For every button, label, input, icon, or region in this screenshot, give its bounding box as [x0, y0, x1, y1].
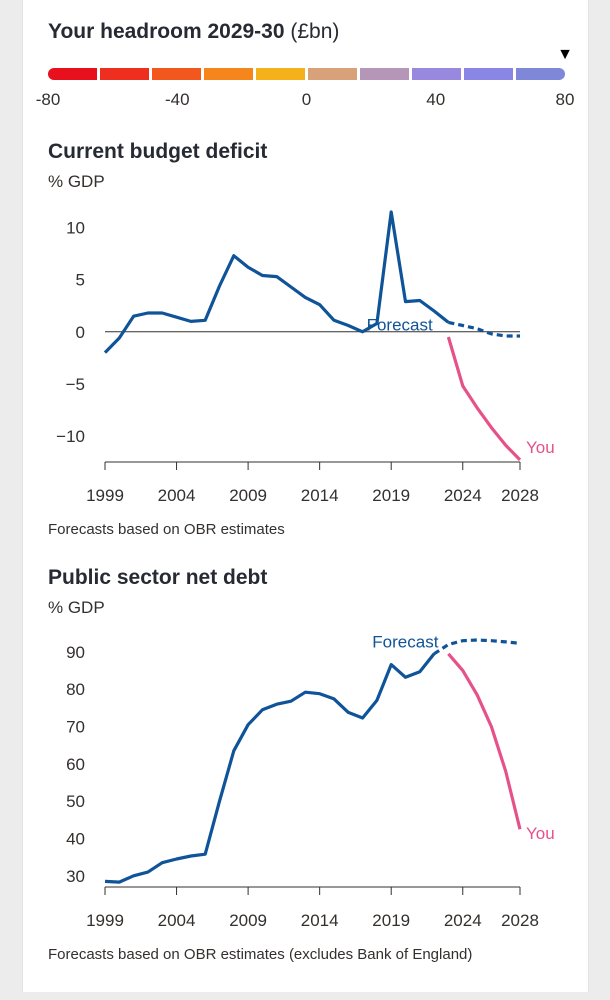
- scale-segment[interactable]: [412, 68, 461, 80]
- scale-segment[interactable]: [152, 68, 201, 80]
- y-tick-label: 0: [76, 323, 85, 342]
- scale-segment[interactable]: [204, 68, 253, 80]
- scale-label: -40: [164, 90, 190, 109]
- x-tick-label: 2028: [501, 911, 539, 930]
- forecast-annotation: Forecast: [372, 632, 438, 651]
- headroom-unit: (£bn): [290, 20, 340, 43]
- y-tick-label: 40: [66, 829, 85, 848]
- debt-chart-unit: % GDP: [48, 598, 105, 617]
- forecast-line: [448, 320, 520, 338]
- headroom-marker-icon[interactable]: ▼: [557, 46, 573, 63]
- scale-label: 40: [426, 90, 446, 109]
- scale-segment[interactable]: [464, 68, 513, 80]
- x-tick-label: 2028: [501, 486, 539, 505]
- x-tick-label: 2024: [444, 911, 482, 930]
- y-tick-label: −5: [66, 375, 85, 394]
- x-tick-label: 2009: [229, 911, 267, 930]
- deficit-chart: 10 5 0 −5 −10 1999 2004 2009 2014 2019 2024 2028 For…: [56, 210, 555, 505]
- x-tick-label: 2019: [372, 486, 410, 505]
- user-line: [447, 652, 522, 830]
- scale-segment[interactable]: [516, 68, 565, 80]
- headroom-scale-bar[interactable]: [48, 68, 565, 80]
- scale-label: -80: [35, 90, 61, 109]
- y-tick-label: 70: [66, 718, 85, 737]
- forecast-line: [433, 638, 521, 656]
- forecast-annotation: Forecast: [367, 315, 433, 334]
- y-tick-label: 80: [66, 680, 85, 699]
- x-tick-label: 2014: [301, 911, 339, 930]
- x-tick-label: 2024: [444, 486, 482, 505]
- scale-segment[interactable]: [100, 68, 149, 80]
- you-annotation: You: [526, 438, 555, 457]
- scale-segment[interactable]: [256, 68, 305, 80]
- debt-chart: 90 80 70 60 50 40 30 1999 2004 2009 2014 2019 2024 20…: [66, 632, 555, 930]
- deficit-chart-note: Forecasts based on OBR estimates: [48, 521, 285, 538]
- x-tick-label: 2004: [158, 486, 196, 505]
- headroom-title: Your headroom 2029-30 (£bn): [48, 20, 339, 44]
- scale-label: 0: [301, 90, 312, 109]
- y-tick-label: 10: [66, 219, 85, 238]
- you-annotation: You: [526, 824, 555, 843]
- user-line: [446, 336, 522, 462]
- x-tick-label: 2014: [301, 486, 339, 505]
- debt-chart-title: Public sector net debt: [48, 566, 268, 589]
- scale-segment[interactable]: [48, 68, 97, 80]
- scale-label: 80: [555, 90, 575, 109]
- history-line: [103, 210, 450, 354]
- x-tick-label: 1999: [86, 911, 124, 930]
- x-tick-label: 2004: [158, 911, 196, 930]
- history-line: [104, 652, 436, 884]
- y-tick-label: 90: [66, 643, 85, 662]
- deficit-chart-unit: % GDP: [48, 172, 105, 191]
- x-tick-label: 1999: [86, 486, 124, 505]
- y-tick-label: 30: [66, 867, 85, 886]
- debt-chart-note: Forecasts based on OBR estimates (exclud…: [48, 946, 473, 963]
- y-tick-label: 50: [66, 792, 85, 811]
- y-tick-label: 5: [76, 271, 85, 290]
- deficit-chart-title: Current budget deficit: [48, 140, 268, 163]
- y-tick-label: 60: [66, 755, 85, 774]
- x-tick-label: 2019: [372, 911, 410, 930]
- scale-segment[interactable]: [308, 68, 357, 80]
- x-tick-label: 2009: [229, 486, 267, 505]
- budget-calculator-card: Your headroom 2029-30 (£bn) ▼ -80 -40 0 …: [22, 0, 589, 992]
- y-tick-label: −10: [56, 427, 85, 446]
- headroom-title-text: Your headroom 2029-30: [48, 20, 285, 43]
- scale-segment[interactable]: [360, 68, 409, 80]
